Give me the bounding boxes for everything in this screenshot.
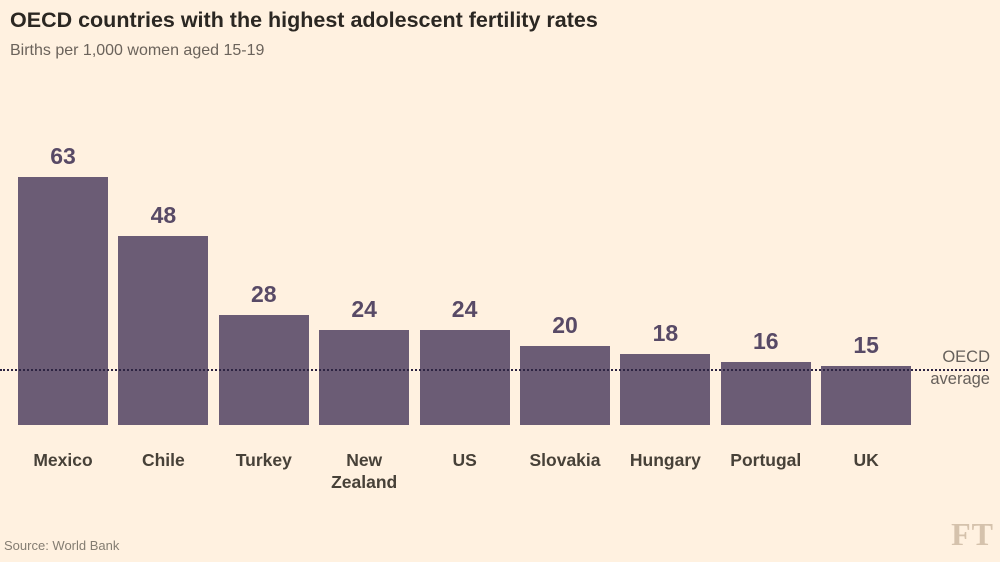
value-label-new-zealand: 24 (351, 296, 377, 323)
category-label-portugal: Portugal (730, 450, 802, 470)
bar-us (419, 330, 510, 425)
bar-uk (821, 365, 912, 425)
category-label-new-zealand: New Zealand (331, 450, 398, 492)
category-label-chile: Chile (141, 450, 185, 470)
value-label-mexico: 63 (50, 142, 76, 169)
value-label-slovakia: 20 (552, 312, 578, 339)
chart-subtitle: Births per 1,000 women aged 15-19 (10, 42, 265, 59)
category-label-mexico: Mexico (33, 450, 93, 470)
ft-logo: FT (951, 516, 994, 552)
bar-mexico (18, 176, 108, 425)
oecd-average-label-line1: OECD (942, 348, 990, 366)
source-attribution: Source: World Bank (4, 538, 120, 553)
oecd-average-reference-line (0, 369, 988, 371)
category-label-turkey: Turkey (235, 450, 292, 470)
value-label-us: 24 (451, 296, 478, 323)
value-label-chile: 48 (150, 201, 177, 228)
bar-hungary (620, 354, 711, 425)
value-label-uk: 15 (853, 331, 879, 358)
bar-chile (118, 235, 209, 425)
oecd-average-label-line2: average (930, 370, 990, 388)
value-label-portugal: 16 (753, 327, 779, 354)
category-label-us: US (452, 450, 477, 470)
value-label-turkey: 28 (251, 280, 277, 307)
oecd-average-label: OECD average (930, 346, 990, 390)
category-label-hungary: Hungary (629, 450, 701, 470)
chart-title: OECD countries with the highest adolesce… (10, 8, 598, 32)
bar-slovakia (520, 346, 610, 425)
bar-new-zealand (319, 330, 410, 425)
value-label-hungary: 18 (652, 320, 679, 347)
category-label-slovakia: Slovakia (529, 450, 601, 470)
bar-portugal (720, 361, 811, 425)
category-label-uk: UK (853, 450, 879, 470)
